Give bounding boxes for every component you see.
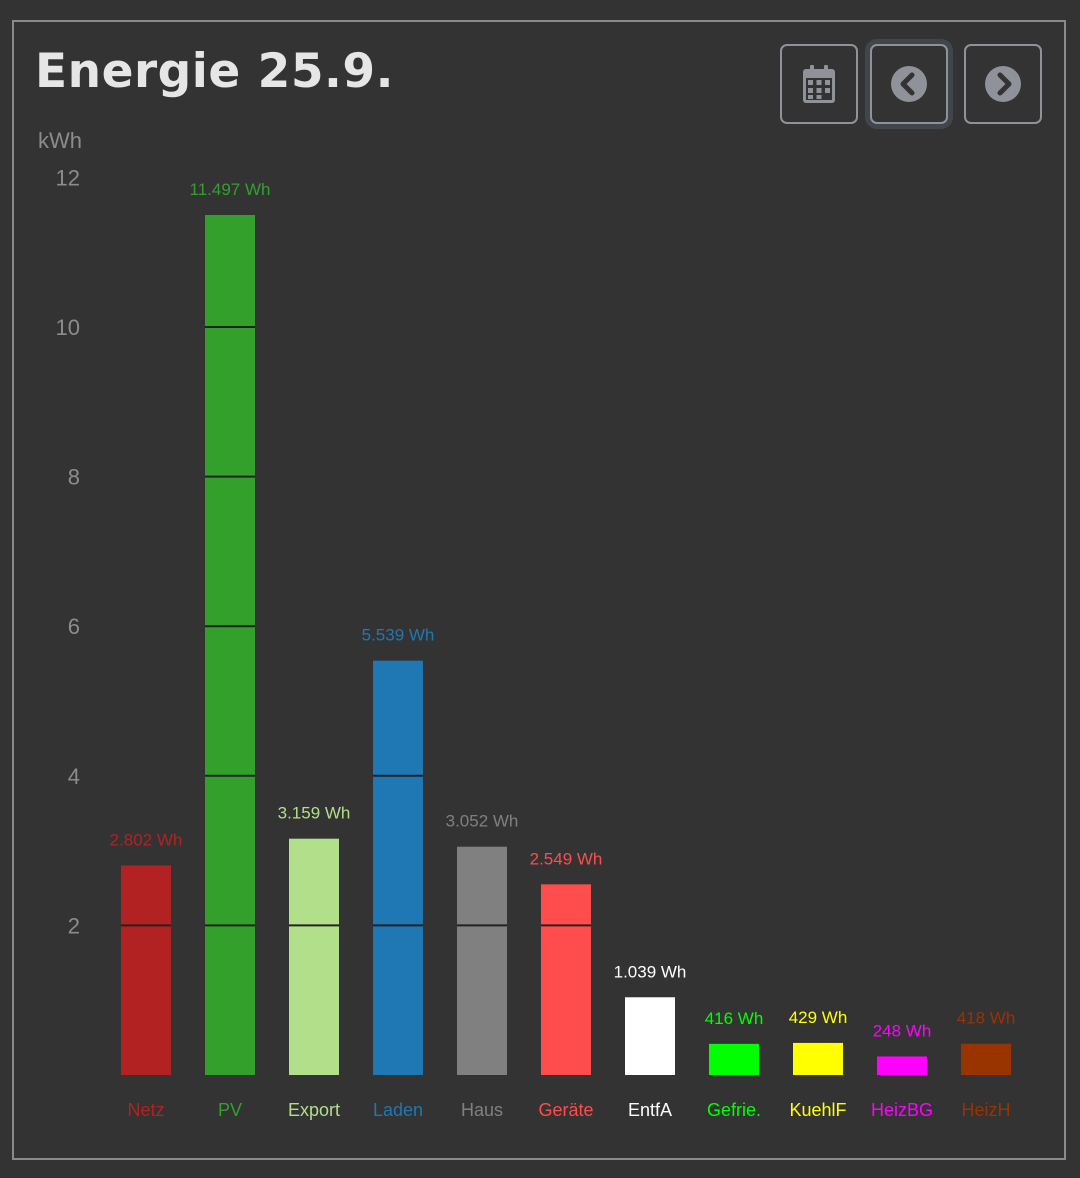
category-label: Geräte xyxy=(538,1100,593,1120)
y-tick-label: 10 xyxy=(56,315,80,340)
chevron-left-circle-icon xyxy=(891,66,927,102)
calendar-icon xyxy=(803,65,835,103)
bar-heizbg xyxy=(877,1056,927,1075)
bar-netz xyxy=(121,865,171,1075)
y-tick-label: 4 xyxy=(68,764,80,789)
y-tick-label: 6 xyxy=(68,614,80,639)
category-label: KuehlF xyxy=(789,1100,846,1120)
y-tick-label: 8 xyxy=(68,465,80,490)
bar-value-label: 11.497 Wh xyxy=(190,180,271,199)
category-label: Haus xyxy=(461,1100,503,1120)
category-label: HeizH xyxy=(961,1100,1010,1120)
bar-geräte xyxy=(541,884,591,1075)
bar-value-label: 3.159 Wh xyxy=(278,804,351,823)
y-tick-label: 2 xyxy=(68,913,80,938)
bar-gefrie xyxy=(709,1043,759,1075)
previous-day-button[interactable] xyxy=(870,44,948,124)
bar-laden xyxy=(373,660,423,1075)
category-label: Gefrie. xyxy=(707,1100,761,1120)
bar-haus xyxy=(457,846,507,1075)
y-tick-label: 12 xyxy=(56,165,80,190)
next-day-button[interactable] xyxy=(964,44,1042,124)
calendar-button[interactable] xyxy=(780,44,858,124)
bar-kuehlf xyxy=(793,1042,843,1075)
bar-value-label: 429 Wh xyxy=(789,1008,848,1027)
bar-heizh xyxy=(961,1043,1011,1075)
page-title: Energie 25.9. xyxy=(35,44,394,99)
y-axis-unit-label: kWh xyxy=(38,128,82,153)
chevron-right-circle-icon xyxy=(985,66,1021,102)
category-label: Laden xyxy=(373,1100,423,1120)
bar-value-label: 2.549 Wh xyxy=(530,849,603,868)
chart-panel xyxy=(12,20,1066,1160)
bar-value-label: 248 Wh xyxy=(873,1021,932,1040)
bar-value-label: 5.539 Wh xyxy=(362,626,435,645)
bar-entfa xyxy=(625,997,675,1075)
category-label: PV xyxy=(218,1100,242,1120)
category-label: HeizBG xyxy=(871,1100,933,1120)
bar-value-label: 1.039 Wh xyxy=(614,962,687,981)
bar-value-label: 3.052 Wh xyxy=(446,812,519,831)
category-label: Netz xyxy=(127,1100,164,1120)
category-label: Export xyxy=(288,1100,340,1120)
bar-value-label: 418 Wh xyxy=(957,1009,1016,1028)
category-label: EntfA xyxy=(628,1100,672,1120)
bar-export xyxy=(289,838,339,1075)
bar-value-label: 2.802 Wh xyxy=(110,830,183,849)
bar-pv xyxy=(205,215,255,1075)
bar-value-label: 416 Wh xyxy=(705,1009,764,1028)
